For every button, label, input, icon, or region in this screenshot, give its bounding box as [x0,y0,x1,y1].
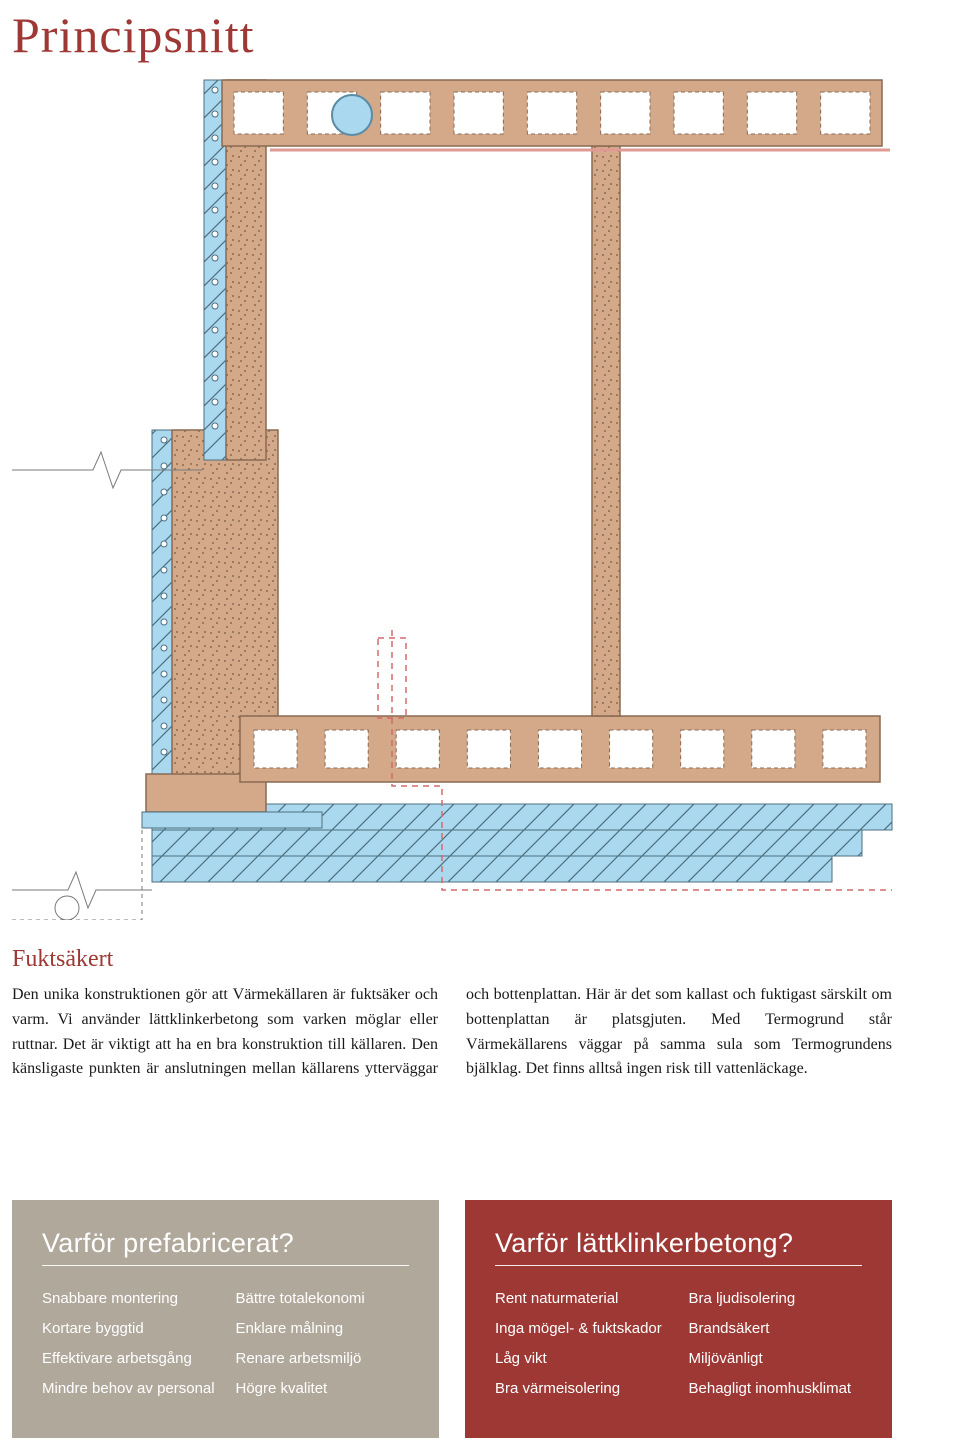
info-box-prefab: Varför prefabricerat? Snabbare montering… [12,1200,439,1438]
page-title: Principsnitt [12,6,255,64]
list-item: Inga mögel- & fuktskador [495,1314,669,1344]
info-col-left: Rent naturmaterialInga mögel- & fuktskad… [495,1284,669,1404]
info-col-left: Snabbare monteringKortare byggtidEffekti… [42,1284,216,1404]
section-diagram [12,70,902,920]
list-item: Miljövänligt [689,1344,863,1374]
divider [495,1265,862,1266]
list-item: Rent naturmaterial [495,1284,669,1314]
diagram-svg [12,70,902,920]
info-col-right: Bra ljudisoleringBrandsäkertMiljövänligt… [689,1284,863,1404]
list-item: Behagligt inomhusklimat [689,1374,863,1404]
list-item: Snabbare montering [42,1284,216,1314]
article-block: Fuktsäkert Den unika konstruktionen gör … [12,946,892,1082]
info-box-lattklinker: Varför lättklinkerbetong? Rent naturmate… [465,1200,892,1438]
list-item: Bra värmeisolering [495,1374,669,1404]
list-item: Enklare målning [236,1314,410,1344]
article-body: Den unika konstruktionen gör att Värmekä… [12,983,892,1082]
list-item: Mindre behov av personal [42,1374,216,1404]
list-item: Effektivare arbetsgång [42,1344,216,1374]
list-item: Bättre totalekonomi [236,1284,410,1314]
list-item: Kortare byggtid [42,1314,216,1344]
article-subheading: Fuktsäkert [12,946,892,973]
info-box-title: Varför lättklinkerbetong? [495,1228,862,1259]
info-boxes: Varför prefabricerat? Snabbare montering… [12,1200,892,1438]
list-item: Brandsäkert [689,1314,863,1344]
list-item: Renare arbetsmiljö [236,1344,410,1374]
list-item: Bra ljudisolering [689,1284,863,1314]
divider [42,1265,409,1266]
list-item: Högre kvalitet [236,1374,410,1404]
info-col-right: Bättre totalekonomiEnklare målningRenare… [236,1284,410,1404]
list-item: Låg vikt [495,1344,669,1374]
info-box-title: Varför prefabricerat? [42,1228,409,1259]
